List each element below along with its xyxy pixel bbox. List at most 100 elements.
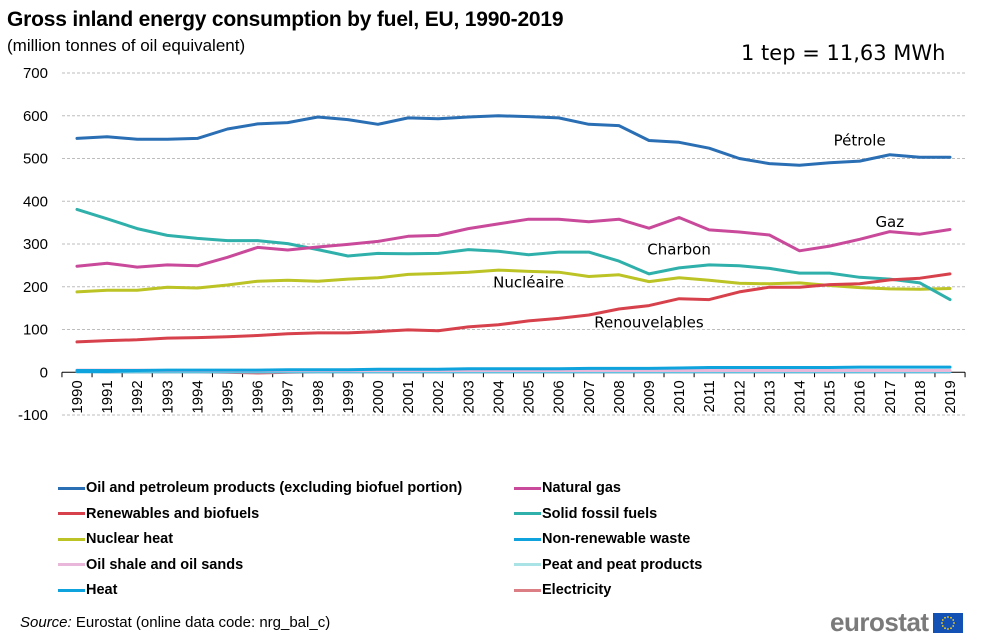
flag-star: [943, 616, 946, 619]
x-tick-label: 2000: [370, 380, 387, 413]
y-axis: -100 0 100 200 300 400 500 600 700: [18, 65, 48, 424]
legend-label: Renewables and biofuels: [86, 505, 260, 522]
legend-item: Electricity: [514, 580, 611, 600]
y-tick-label: -100: [18, 407, 48, 424]
source-note: Source: Eurostat (online data code: nrg_…: [20, 614, 330, 631]
y-tick-label: 500: [23, 151, 48, 168]
legend-item: Heat: [58, 580, 117, 600]
legend-label: Oil and petroleum products (excluding bi…: [86, 480, 463, 496]
x-tick-label: 2011: [701, 380, 718, 412]
series-line: [75, 268, 952, 294]
flag-star: [943, 626, 946, 629]
x-tick-label: 1996: [250, 380, 267, 413]
legend-swatch: [58, 588, 85, 592]
legend-item: Renewables and biofuels: [58, 504, 259, 524]
x-tick-label: 2010: [671, 380, 688, 413]
y-tick-label: 200: [23, 279, 48, 296]
legend-item: Oil shale and oil sands: [58, 555, 243, 575]
flag-star: [941, 624, 944, 627]
legend-label: Heat: [86, 582, 118, 598]
y-tick-label: 0: [40, 364, 48, 381]
x-tick-label: 2001: [400, 380, 417, 413]
source-text: Eurostat (online data code: nrg_bal_c): [71, 614, 331, 631]
x-tick-label: 1991: [99, 380, 116, 413]
logo-text: eurostat: [830, 607, 929, 637]
annotation-label: Pétrole: [834, 132, 886, 150]
legend-swatch: [514, 512, 541, 515]
y-tick-label: 300: [23, 236, 48, 253]
y-tick-label: 400: [23, 193, 48, 210]
series-line: [75, 365, 952, 372]
x-tick-label: 1997: [280, 380, 297, 413]
x-tick-label: 1998: [310, 380, 327, 413]
x-tick-label: 2019: [942, 380, 959, 413]
flag-star: [952, 621, 955, 624]
x-tick-label: 2017: [882, 380, 899, 413]
x-tick-label: 2018: [912, 380, 929, 413]
source-label: Source:: [20, 614, 72, 631]
legend-swatch: [58, 563, 85, 566]
legend-swatch: [58, 512, 85, 515]
x-tick-label: 2006: [551, 380, 568, 413]
annotation-label: Gaz: [875, 213, 904, 231]
x-tick-label: 2012: [731, 380, 748, 413]
x-tick-label: 2002: [430, 380, 447, 413]
x-tick-label: 2013: [761, 380, 778, 413]
x-tick-label: 2014: [791, 380, 808, 413]
legend-swatch: [514, 588, 541, 592]
legend-item: Solid fossil fuels: [514, 504, 657, 524]
legend-label: Solid fossil fuels: [542, 505, 658, 522]
legend-item: Natural gas: [514, 478, 621, 498]
legend-label: Peat and peat products: [542, 556, 703, 573]
series-line: [75, 114, 952, 167]
x-tick-label: 2003: [460, 380, 477, 413]
legend-swatch: [514, 537, 541, 541]
x-axis: 1990 1991 1992 1993 1994 1995 1996 1997 1998 1999…: [61, 371, 966, 414]
legend-swatch: [514, 486, 541, 490]
conversion-note: 1 tep = 11,63 MWh: [741, 41, 946, 65]
eu-flag-icon: [932, 612, 963, 633]
legend-item: Oil and petroleum products (excluding bi…: [58, 478, 462, 498]
x-tick-label: 1990: [69, 380, 86, 413]
x-tick-label: 2009: [641, 380, 658, 413]
y-tick-label: 100: [23, 322, 48, 339]
series-line: [75, 216, 952, 269]
legend-label: Non-renewable waste: [542, 531, 691, 547]
legend-item: Non-renewable waste: [514, 529, 690, 549]
x-tick-label: 1992: [129, 380, 146, 413]
flag-star: [949, 626, 952, 629]
flag-star: [951, 624, 954, 627]
legend-label: Oil shale and oil sands: [86, 556, 244, 573]
x-tick-label: 2007: [581, 380, 598, 413]
x-tick-label: 2015: [822, 380, 839, 413]
x-tick-label: 1994: [189, 380, 206, 413]
legend-swatch: [514, 563, 541, 566]
flag-star: [946, 615, 949, 618]
legend-label: Nuclear heat: [86, 531, 174, 547]
legend-item: Nuclear heat: [58, 529, 173, 549]
y-tick-label: 700: [23, 65, 48, 82]
eurostat-logo: eurostat: [830, 607, 963, 638]
legend-label: Electricity: [542, 582, 612, 598]
flag-star: [949, 616, 952, 619]
flag-star: [951, 618, 954, 621]
legend-swatch: [58, 486, 85, 490]
y-tick-label: 600: [23, 108, 48, 125]
flag-star: [946, 627, 949, 630]
x-tick-label: 2016: [852, 380, 869, 413]
legend-label: Natural gas: [542, 480, 621, 496]
x-tick-label: 2004: [490, 380, 507, 413]
chart-subtitle: (million tonnes of oil equivalent): [7, 36, 246, 55]
x-tick-label: 1995: [220, 380, 237, 413]
legend-item: Peat and peat products: [514, 555, 702, 575]
x-tick-label: 2005: [521, 380, 538, 413]
flag-star: [940, 621, 943, 624]
chart-title: Gross inland energy consumption by fuel,…: [7, 8, 564, 31]
x-tick-label: 2008: [611, 380, 628, 413]
annotations: Pétrole Gaz Charbon Nucléaire Renouvelables: [493, 132, 904, 332]
flag-star: [941, 618, 944, 621]
x-tick-label: 1999: [340, 380, 357, 413]
gridlines: [62, 72, 965, 416]
annotation-label: Charbon: [647, 241, 711, 259]
